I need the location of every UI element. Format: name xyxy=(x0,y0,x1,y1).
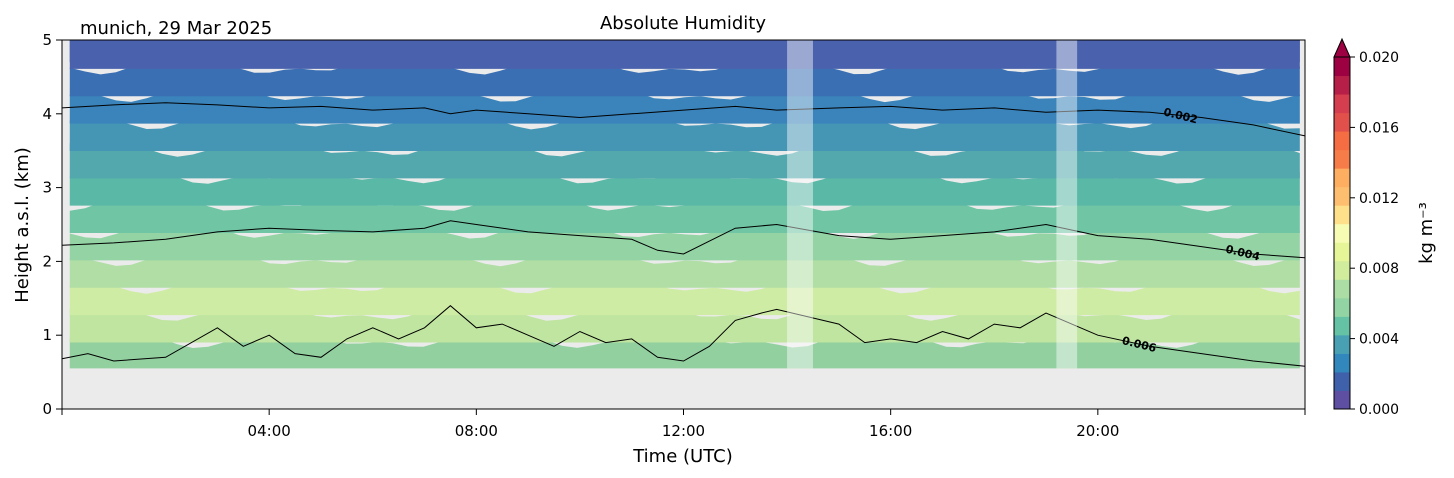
colorbar-extend-arrow xyxy=(1333,37,1351,58)
x-tick-label: 20:00 xyxy=(1076,422,1119,440)
y-axis: 0 1 2 3 4 5 xyxy=(42,31,62,418)
colorbar-segment xyxy=(1334,371,1350,391)
colorbar-segment xyxy=(1334,112,1350,132)
y-tick-label: 3 xyxy=(42,179,52,197)
colorbar-segment xyxy=(1334,242,1350,262)
field-band xyxy=(69,88,1300,124)
y-axis-title: Height a.s.l. (km) xyxy=(12,147,33,303)
colorbar-segment xyxy=(1334,316,1350,336)
field-band xyxy=(69,60,1300,97)
field-band xyxy=(69,279,1300,316)
colorbar-segment xyxy=(1334,149,1350,169)
colorbar-segment xyxy=(1334,279,1350,299)
colorbar-segment xyxy=(1334,75,1350,95)
colorbar: 0.000 0.004 0.008 0.012 0.016 0.020 kg m⁻³ xyxy=(1333,37,1437,418)
colorbar-segment xyxy=(1334,223,1350,243)
x-tick-label: 16:00 xyxy=(869,422,912,440)
colorbar-segments xyxy=(1333,56,1351,410)
colorbar-tick-label: 0.020 xyxy=(1359,50,1399,66)
y-tick-label: 4 xyxy=(42,105,52,123)
colorbar-tick-label: 0.008 xyxy=(1359,261,1399,277)
field-band xyxy=(69,114,1300,151)
colorbar-segment xyxy=(1334,353,1350,373)
x-tick-label: 04:00 xyxy=(248,422,291,440)
contour-line xyxy=(61,305,1306,367)
colorbar-segment xyxy=(1334,57,1350,77)
y-tick-label: 2 xyxy=(42,252,52,270)
colorbar-segment xyxy=(1334,131,1350,151)
chart-title: Absolute Humidity xyxy=(600,13,766,34)
colorbar-segment xyxy=(1334,94,1350,114)
field-band xyxy=(69,224,1300,261)
field-band xyxy=(69,169,1300,206)
colorbar-segment xyxy=(1334,390,1350,410)
colorbar-ticks: 0.000 0.004 0.008 0.012 0.016 0.020 xyxy=(1350,50,1399,418)
y-tick-label: 1 xyxy=(42,326,52,344)
colorbar-segment xyxy=(1334,205,1350,225)
field-band-top xyxy=(69,40,1300,63)
colorbar-tick-label: 0.000 xyxy=(1359,402,1399,418)
colorbar-tick-label: 0.016 xyxy=(1359,120,1399,136)
y-tick-label: 5 xyxy=(42,31,52,49)
x-tick-label: 08:00 xyxy=(455,422,498,440)
field-band xyxy=(69,306,1300,343)
colorbar-tick-label: 0.004 xyxy=(1359,332,1399,348)
colorbar-segment xyxy=(1334,168,1350,188)
x-axis: 04:00 08:00 12:00 16:00 20:00 xyxy=(61,409,1306,440)
missing-data-bands xyxy=(787,40,1078,369)
contour-line xyxy=(61,220,1306,259)
colorbar-title: kg m⁻³ xyxy=(1416,202,1437,264)
contour-line xyxy=(61,102,1306,137)
field-band xyxy=(69,252,1300,288)
x-tick-label: 12:00 xyxy=(662,422,705,440)
field-band xyxy=(69,197,1300,234)
colorbar-segment xyxy=(1334,334,1350,354)
location-date-label: munich, 29 Mar 2025 xyxy=(80,18,272,39)
x-axis-title: Time (UTC) xyxy=(632,446,733,467)
y-tick-label: 0 xyxy=(42,400,52,418)
field-band xyxy=(69,142,1300,179)
colorbar-tick-label: 0.012 xyxy=(1359,191,1399,207)
colorbar-segment xyxy=(1334,297,1350,317)
missing-data-band xyxy=(787,40,813,369)
colorbar-segment xyxy=(1334,186,1350,206)
humidity-field xyxy=(69,40,1300,369)
colorbar-segment xyxy=(1334,260,1350,280)
missing-data-band xyxy=(1056,40,1078,369)
